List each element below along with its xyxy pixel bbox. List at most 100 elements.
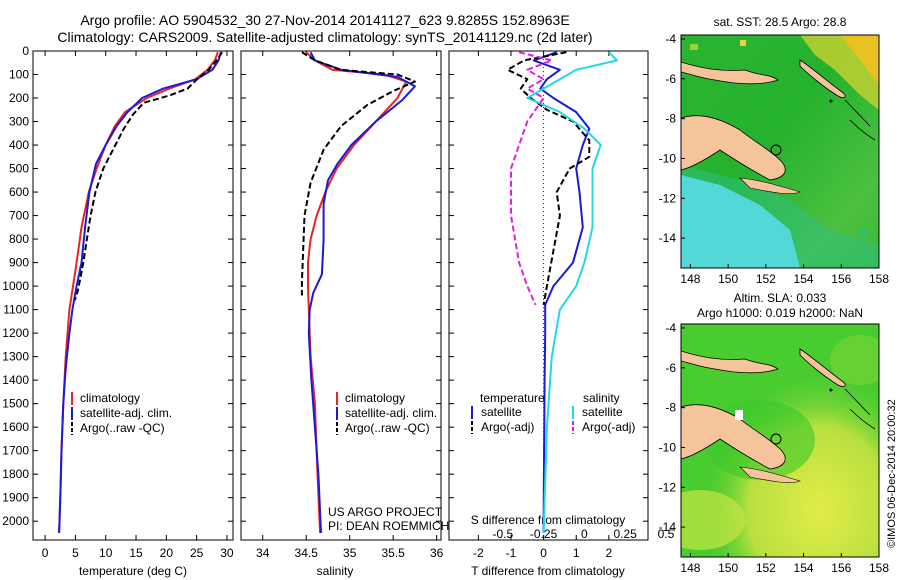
sla-map-title: Altim. SLA: 0.033: [734, 291, 827, 305]
sst-argo-marker: [770, 144, 782, 156]
solomon-islands-outline: [844, 99, 876, 141]
x-tick-label: 0: [540, 546, 547, 560]
island-chain: [739, 177, 801, 194]
x-tick-label: 30: [220, 546, 234, 560]
x-tick-label: 10: [99, 546, 113, 560]
x-tick-label: 1: [573, 546, 580, 560]
depth-tick-label: 1200: [2, 326, 29, 340]
depth-tick-label: 100: [9, 68, 29, 82]
legend-title-salinity: salinity: [583, 391, 620, 405]
temperature-panel-frame: [32, 50, 234, 541]
depth-tick-label: 700: [9, 209, 29, 223]
figure-title-line1: Argo profile: AO 5904532_30 27-Nov-2014 …: [80, 12, 570, 28]
sla-map-subtitle: Argo h1000: 0.019 h2000: NaN: [697, 306, 863, 320]
difference-series: [506, 51, 618, 533]
x-tick-label: 34.5: [295, 546, 319, 560]
sla-map-frame: [680, 323, 880, 558]
x-tick-label: -1: [506, 546, 517, 560]
series-line: [58, 51, 219, 533]
depth-tick-label: 1600: [2, 420, 29, 434]
map-lon-label: 148: [680, 561, 700, 575]
figure-title-line2: Climatology: CARS2009. Satellite-adjuste…: [57, 29, 593, 45]
depth-axis: 0 100 200 300 400 500 600 700 800 900 1000 1100 1200…: [2, 44, 29, 528]
depth-tick-label: 200: [9, 91, 29, 105]
sla-coastline: [681, 348, 876, 483]
sst-cool-region: [681, 175, 800, 268]
salinity-xlabel: salinity: [317, 564, 354, 578]
sst-pixel: [860, 230, 868, 238]
depth-tick-label: 2000: [2, 514, 29, 528]
series-line: [58, 51, 222, 533]
sst-map-axes: 148 150 152 154 156 158 -4 -6 -8 -10 -12 -14: [659, 32, 890, 286]
sst-pixel: [720, 150, 727, 157]
map-lon-label: 156: [831, 561, 851, 575]
series-line: [73, 51, 223, 301]
depth-tick-label: 800: [9, 232, 29, 246]
map-lon-label: 150: [718, 272, 738, 286]
series-line: [307, 51, 416, 533]
series-line: [300, 51, 416, 296]
depth-tick-label: 400: [9, 138, 29, 152]
sla-argo-marker: [770, 433, 782, 445]
series-line: [526, 51, 618, 533]
sst-pixel: [690, 44, 698, 50]
series-line: [506, 51, 591, 306]
map-lon-label: 150: [718, 561, 738, 575]
series-line: [305, 51, 408, 533]
depth-tick-label: 1900: [2, 491, 29, 505]
legend-label: Argo(..raw -QC): [345, 421, 430, 435]
difference-legend: temperature salinity satellite Argo(-adj…: [471, 391, 635, 434]
sst-map-frame: [680, 34, 880, 269]
depth-tick-label: 1000: [2, 279, 29, 293]
series-line: [510, 51, 553, 306]
s-tick-label: -0.25: [530, 527, 558, 541]
salinity-series: [300, 51, 416, 533]
map-lat-label: -14: [659, 231, 677, 245]
map-lat-label: -10: [659, 151, 677, 165]
solomon-islands-outline: [844, 388, 876, 430]
x-tick-label: 36: [430, 546, 444, 560]
project-credit: US ARGO PROJECT: [328, 505, 443, 519]
new-guinea-land: [681, 404, 786, 470]
x-tick-label: 25: [190, 546, 204, 560]
map-lon-label: 158: [869, 272, 889, 286]
new-ireland-land: [799, 348, 846, 388]
series-line: [532, 51, 591, 533]
map-lon-label: 154: [794, 561, 814, 575]
salinity-panel-frame: [240, 50, 442, 541]
sst-map-title: sat. SST: 28.5 Argo: 28.8: [714, 15, 847, 29]
map-lon-label: 152: [756, 272, 776, 286]
depth-tick-label: 1500: [2, 397, 29, 411]
s-tick-label: 0.5: [658, 527, 675, 541]
map-lat-label: -6: [665, 361, 676, 375]
x-tick-label: 15: [129, 546, 143, 560]
map-lon-label: 154: [794, 272, 814, 286]
difference-panel-frame: [448, 50, 649, 541]
map-lat-label: -4: [665, 321, 676, 335]
map-lat-label: -12: [659, 191, 677, 205]
island-dot: [829, 99, 833, 103]
new-britain-land: [681, 61, 779, 85]
x-tick-label: 35: [343, 546, 357, 560]
legend-label: Argo(-adj): [481, 420, 534, 434]
legend-label: Argo(..raw -QC): [80, 421, 165, 435]
sst-pixel: [740, 40, 746, 46]
depth-tick-label: 0: [22, 44, 29, 58]
legend-label: climatology: [345, 391, 405, 405]
x-tick-label: 0: [42, 546, 49, 560]
sla-mid-patch: [830, 335, 879, 385]
x-tick-label: 35.5: [381, 546, 405, 560]
legend-label: satellite: [582, 405, 623, 419]
island-chain: [739, 466, 801, 483]
map-lat-label: -12: [659, 480, 677, 494]
depth-tick-label: 300: [9, 115, 29, 129]
map-lat-label: -14: [659, 520, 677, 534]
map-lat-label: -6: [665, 72, 676, 86]
map-lat-label: -8: [665, 401, 676, 415]
island-dot: [829, 388, 833, 392]
x-tick-label: 34: [256, 546, 270, 560]
legend-label: satellite-adj. clim.: [345, 406, 437, 420]
temperature-legend: climatology satellite-adj. clim. Argo(..…: [71, 391, 172, 435]
legend-label: satellite: [481, 405, 522, 419]
